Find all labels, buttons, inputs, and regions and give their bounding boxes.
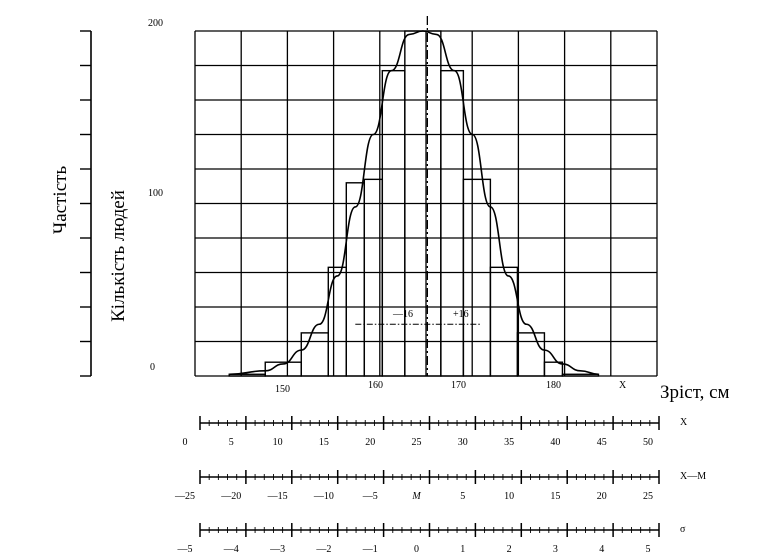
scale-tick-label: —1 — [362, 544, 378, 555]
frequency-label: Частість — [50, 166, 71, 235]
scale-tick-label: 4 — [599, 544, 604, 555]
scale-tick-label: 3 — [553, 544, 558, 555]
x-tick-label-160: 160 — [368, 380, 383, 391]
y-tick-label-0: 0 — [150, 362, 155, 373]
x-tick-label-150: 150 — [275, 384, 290, 395]
frequency-ruler-ticks — [80, 30, 91, 377]
plus-sigma-label: +16 — [453, 309, 469, 320]
scale-tick-label: —4 — [223, 544, 239, 555]
scale-tick-label: —5 — [177, 544, 193, 555]
scale-tick-label: —15 — [267, 491, 288, 502]
scale-tick-label: 25 — [643, 491, 653, 502]
scale-name: X — [680, 417, 688, 428]
scale-tick-label: 15 — [550, 491, 560, 502]
plot-grid — [194, 30, 658, 377]
histogram-bar — [462, 178, 492, 377]
lower-scales: 0 5 10 15 20 25 30 35 40 45 50X—25 —20 —15 —10 —5 M 5 10 1… — [174, 416, 706, 555]
scale-tick-label: 50 — [643, 437, 653, 448]
histogram-bars — [228, 30, 600, 377]
scale-tick-label: —2 — [315, 544, 331, 555]
x-tick-label-180: 180 — [546, 380, 561, 391]
histogram-bar — [381, 69, 406, 377]
histogram-bar — [543, 361, 564, 377]
histogram-bar — [516, 332, 546, 377]
x-axis-title: Зріст, см — [660, 382, 730, 403]
histogram-bar — [300, 332, 329, 377]
x-tick-label-170: 170 — [451, 380, 466, 391]
scale-tick-label: 20 — [597, 491, 607, 502]
scale-tick-label: 15 — [319, 437, 329, 448]
scale-tick-label: 25 — [412, 437, 422, 448]
scale-tick-label: 30 — [458, 437, 468, 448]
scale-tick-label: 45 — [597, 437, 607, 448]
y-tick-label-100: 100 — [148, 188, 163, 199]
people-count-label: Кількість людей — [108, 190, 129, 322]
scale-tick-label: 2 — [507, 544, 512, 555]
histogram-bar — [345, 182, 366, 377]
x-end-label: X — [619, 380, 627, 391]
scale-tick-label: 35 — [504, 437, 514, 448]
normal-curve — [229, 30, 599, 376]
y-tick-label-200: 200 — [148, 18, 163, 29]
scale-tick-label: 0 — [414, 544, 419, 555]
scale-tick-label: 5 — [229, 437, 234, 448]
scale-tick-label: 5 — [460, 491, 465, 502]
scale-tick-label: 40 — [550, 437, 560, 448]
histogram-bar — [561, 373, 600, 377]
scale-name: σ — [680, 524, 686, 535]
scale-tick-label: 20 — [365, 437, 375, 448]
scale-tick-label: 1 — [460, 544, 465, 555]
scale-tick-label: —10 — [313, 491, 334, 502]
scale-tick-label: —3 — [269, 544, 285, 555]
scale-tick-label: —25 — [174, 491, 195, 502]
scale-tick-label: 5 — [646, 544, 651, 555]
scale-name: X—M — [680, 471, 706, 482]
scale-tick-label: 10 — [504, 491, 514, 502]
histogram-bar — [440, 69, 465, 377]
scale-tick-label: M — [411, 491, 421, 502]
scale-tick-label: 10 — [273, 437, 283, 448]
histogram-bar — [327, 266, 347, 377]
scale-tick-label: —20 — [220, 491, 241, 502]
scale-tick-label: 0 — [183, 437, 188, 448]
scale-tick-label: —5 — [362, 491, 378, 502]
minus-sigma-label: —16 — [392, 309, 413, 320]
